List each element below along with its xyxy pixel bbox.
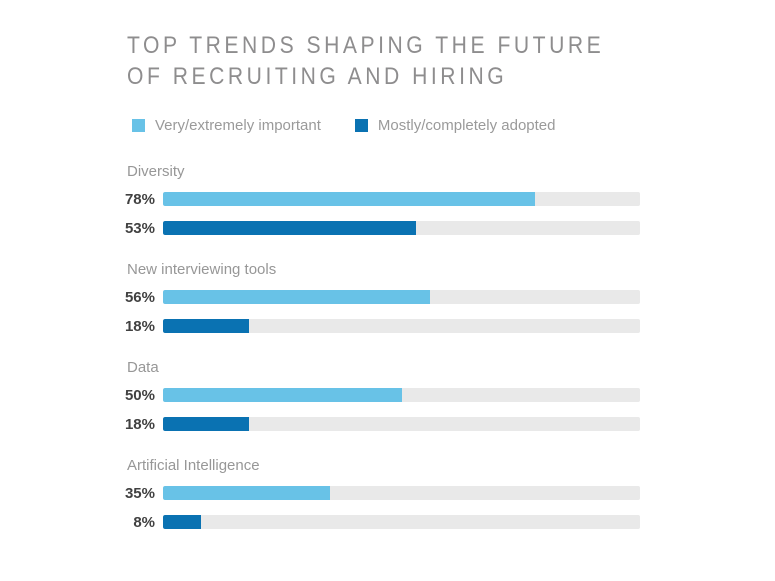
bar-fill	[163, 221, 416, 235]
bar-value-label: 50%	[124, 386, 155, 404]
legend-swatch-light-blue-icon	[132, 118, 145, 132]
bar-track	[163, 486, 640, 500]
bar-row: 18%	[119, 415, 687, 433]
category-label: Data	[127, 359, 159, 376]
bar-track	[163, 221, 640, 235]
bar-track	[163, 192, 640, 206]
bar-value-label: 56%	[124, 288, 155, 306]
bar-value-label: 18%	[124, 317, 155, 335]
bar-groups: Diversity 78% 53% New interviewing tools 56%…	[125, 163, 687, 531]
bar-fill	[163, 388, 402, 402]
bar-row: 8%	[119, 513, 687, 531]
trend-group: Data 50% 18%	[125, 359, 687, 433]
bar-fill	[163, 290, 431, 304]
bar-value-label: 35%	[124, 484, 155, 502]
category-label: Artificial Intelligence	[127, 457, 260, 474]
legend-label-adopted: Mostly/completely adopted	[377, 116, 556, 134]
chart-title-line-1: TOP TRENDS SHAPING THE FUTURE	[127, 32, 605, 59]
bar-row: 53%	[119, 219, 687, 237]
bar-fill	[163, 515, 202, 529]
trend-group: New interviewing tools 56% 18%	[125, 261, 687, 335]
bar-track	[163, 515, 640, 529]
bar-row: 56%	[119, 288, 687, 306]
bar-value-label: 78%	[124, 190, 155, 208]
bar-track	[163, 290, 640, 304]
chart-content: TOP TRENDS SHAPING THE FUTURE OF RECRUIT…	[125, 30, 687, 556]
legend-label-important: Very/extremely important	[155, 116, 321, 134]
trend-group: Diversity 78% 53%	[125, 163, 687, 237]
legend-item-adopted: Mostly/completely adopted	[354, 116, 556, 134]
bar-fill	[163, 417, 249, 431]
bar-row: 18%	[119, 317, 687, 335]
bar-fill	[163, 192, 536, 206]
bar-track	[163, 319, 640, 333]
bar-row: 50%	[119, 386, 687, 404]
bar-value-label: 18%	[124, 415, 155, 433]
category-label: Diversity	[127, 163, 185, 180]
chart-title: TOP TRENDS SHAPING THE FUTURE OF RECRUIT…	[127, 30, 620, 92]
bar-row: 78%	[119, 190, 687, 208]
bar-fill	[163, 319, 249, 333]
bar-fill	[163, 486, 330, 500]
bar-value-label: 53%	[124, 219, 155, 237]
chart-title-line-2: OF RECRUITING AND HIRING	[127, 63, 508, 90]
category-label: New interviewing tools	[127, 261, 277, 278]
bar-value-label: 8%	[133, 513, 155, 531]
bar-row: 35%	[119, 484, 687, 502]
legend-item-important: Very/extremely important	[132, 117, 321, 134]
chart-legend: Very/extremely important Mostly/complete…	[127, 116, 687, 134]
bar-track	[163, 417, 640, 431]
legend-swatch-dark-blue-icon	[354, 118, 368, 132]
trend-group: Artificial Intelligence 35% 8%	[125, 457, 687, 531]
bar-track	[163, 388, 640, 402]
